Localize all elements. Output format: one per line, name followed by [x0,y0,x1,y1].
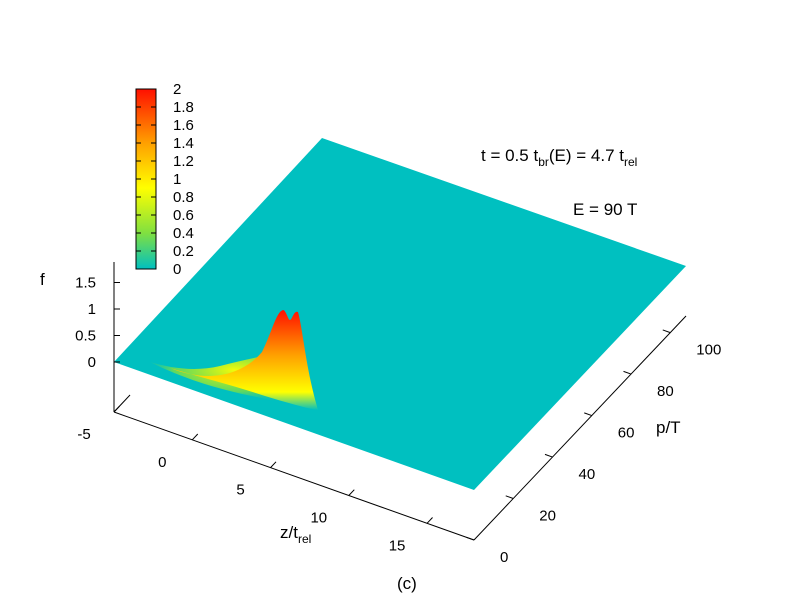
z-tick-mark [113,405,120,413]
z-tick-mark [191,433,199,441]
z-tick-label: 10 [310,509,327,526]
p-tick-label: 80 [657,383,674,400]
p-tick-mark [466,536,475,541]
z-axis-ticks: -5 0 5 10 15 [77,405,433,554]
f-tick-label: 0.5 [75,328,96,345]
p-tick-mark [662,329,671,334]
time-annotation-sub2: rel [624,155,637,169]
p-tick-label: 20 [539,508,556,525]
p-tick-mark [623,370,632,375]
p-tick-label: 0 [500,549,508,566]
colorbar-tick-label: 1.2 [173,153,194,170]
z-tick-mark [426,517,433,524]
z-tick-label: 5 [236,482,244,499]
colorbar-tick-label: 1 [173,171,181,188]
p-axis-ticks: 0 20 40 60 80 100 [466,329,721,566]
colorbar-tick-label: 0.8 [173,189,194,206]
z-axis-label: z/trel [280,523,311,546]
colorbar-tick-label: 1.8 [173,99,194,116]
z-tick-mark [270,461,277,468]
p-tick-label: 100 [696,342,721,359]
colorbar-tick-label: 0.4 [173,225,194,242]
f-tick-label: 1 [88,301,96,318]
colorbar-tick-label: 0.6 [173,207,194,224]
colorbar-tick-label: 2 [173,81,181,98]
peak-feature [150,310,318,412]
z-tick-label: -5 [77,426,90,443]
time-annotation-pre: t = 0.5 t [481,146,538,165]
time-annotation: t = 0.5 tbr(E) = 4.7 trel [481,146,637,169]
z-axis-label-main: z/t [280,523,298,542]
time-annotation-sub1: br [538,155,549,169]
colorbar-tick-label: 0 [173,261,181,278]
p-tick-label: 40 [579,466,596,483]
p-tick-mark [505,495,514,499]
z-axis-label-sub: rel [298,532,311,546]
peak-body [170,310,318,410]
p-tick-mark [584,412,592,417]
panel-label: (c) [397,574,417,593]
z-tick-label: 0 [158,454,166,471]
f-tick-label: 1.5 [75,275,96,292]
colorbar-tick-label: 1.4 [173,135,194,152]
colorbar-ticks: 21.81.61.41.210.80.60.40.20 [136,81,194,278]
colorbar-tick-label: 0.2 [173,243,194,260]
time-annotation-mid: (E) = 4.7 t [549,146,624,165]
p-tick-label: 60 [618,425,635,442]
z-tick-mark [348,489,355,496]
f-axis-label: f [40,270,45,289]
surface-plane [114,138,686,490]
p-tick-mark [544,453,553,458]
f-axis-ticks: 0 0.5 1 1.5 [75,275,120,371]
p-axis-label: p/T [656,418,681,437]
z-tick-label: 15 [389,537,406,554]
f-tick-label: 0 [88,354,96,371]
energy-annotation: E = 90 T [573,200,637,219]
colorbar-tick-label: 1.6 [173,117,194,134]
